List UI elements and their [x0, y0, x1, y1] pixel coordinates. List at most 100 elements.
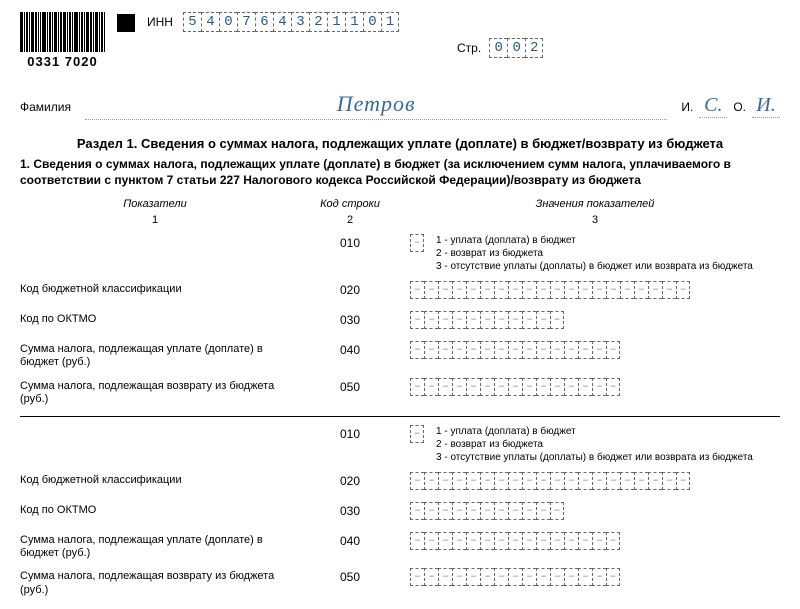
char-box: –	[438, 532, 452, 550]
char-box: –	[508, 502, 522, 520]
char-box: –	[550, 532, 564, 550]
char-box: 7	[237, 12, 255, 32]
char-box: –	[592, 378, 606, 396]
char-box: –	[494, 472, 508, 490]
column-numbers: 1 2 3	[20, 214, 780, 226]
char-box: –	[508, 378, 522, 396]
char-box: –	[536, 378, 550, 396]
o-label: О.	[733, 100, 746, 114]
char-box: –	[438, 472, 452, 490]
row-code: 010	[290, 425, 410, 441]
row-value: ––––––––––––––––––––	[410, 281, 780, 299]
char-box: –	[452, 378, 466, 396]
char-box: 0	[489, 38, 507, 58]
row-code: 040	[290, 532, 410, 548]
char-box: –	[480, 341, 494, 359]
row-code: 040	[290, 341, 410, 357]
char-box: –	[466, 378, 480, 396]
char-box: –	[522, 532, 536, 550]
char-box: –	[606, 532, 620, 550]
char-box: –	[578, 281, 592, 299]
char-box: –	[564, 378, 578, 396]
char-box: –	[466, 532, 480, 550]
column-headers: Показатели Код строки Значения показател…	[20, 198, 780, 210]
char-box: –	[592, 472, 606, 490]
char-box: –	[536, 341, 550, 359]
initial-i: С.	[699, 94, 727, 118]
data-row: 010–1 - уплата (доплата) в бюджет2 - воз…	[20, 234, 780, 273]
char-box: –	[438, 341, 452, 359]
char-box: –	[592, 532, 606, 550]
char-box: –	[452, 502, 466, 520]
char-box: –	[410, 341, 424, 359]
char-box: –	[578, 472, 592, 490]
char-box: –	[424, 311, 438, 329]
char-box: –	[522, 378, 536, 396]
char-box: 0	[219, 12, 237, 32]
page-label: Стр.	[457, 41, 481, 55]
row-value: –1 - уплата (доплата) в бюджет2 - возвра…	[410, 425, 780, 464]
section-title: Раздел 1. Сведения о суммах налога, подл…	[20, 136, 780, 151]
section-subtitle: 1. Сведения о суммах налога, подлежащих …	[20, 157, 780, 188]
header-row: 0331 7020 ИНН 540764321101 Стр. 002	[20, 12, 780, 69]
legend: 1 - уплата (доплата) в бюджет2 - возврат…	[436, 234, 753, 273]
initial-o: И.	[752, 94, 780, 118]
char-box: –	[634, 281, 648, 299]
char-box: –	[480, 311, 494, 329]
char-box: –	[522, 568, 536, 586]
barcode-number: 0331 7020	[27, 54, 97, 69]
char-box: –	[452, 341, 466, 359]
char-box: –	[480, 502, 494, 520]
char-box: –	[466, 502, 480, 520]
char-box: –	[606, 281, 620, 299]
col-num-3: 3	[410, 214, 780, 226]
char-box: 4	[201, 12, 219, 32]
data-row: Код по ОКТМО030–––––––––––	[20, 311, 780, 333]
char-box: –	[564, 532, 578, 550]
char-box: –	[508, 472, 522, 490]
row-code: 020	[290, 281, 410, 297]
char-box: –	[494, 311, 508, 329]
char-box: –	[508, 568, 522, 586]
char-box: –	[424, 281, 438, 299]
char-box: –	[550, 311, 564, 329]
char-box: –	[494, 568, 508, 586]
value-boxes: –––––––––––––––	[410, 568, 620, 586]
char-box: –	[536, 502, 550, 520]
barcode: 0331 7020	[20, 12, 105, 69]
char-box: –	[494, 532, 508, 550]
char-box: 1	[381, 12, 399, 32]
data-row: Сумма налога, подлежащая уплате (доплате…	[20, 341, 780, 369]
char-box: –	[550, 378, 564, 396]
char-box: –	[438, 281, 452, 299]
char-box: –	[410, 568, 424, 586]
char-box: –	[480, 568, 494, 586]
char-box: 6	[255, 12, 273, 32]
char-box: –	[452, 311, 466, 329]
char-box: –	[522, 472, 536, 490]
char-box: –	[522, 341, 536, 359]
col-header-2: Код строки	[290, 198, 410, 210]
data-row: 010–1 - уплата (доплата) в бюджет2 - воз…	[20, 425, 780, 464]
char-box: –	[550, 568, 564, 586]
legend: 1 - уплата (доплата) в бюджет2 - возврат…	[436, 425, 753, 464]
char-box: –	[592, 568, 606, 586]
char-box: –	[480, 472, 494, 490]
char-box: –	[578, 532, 592, 550]
divider	[20, 416, 780, 417]
inn-label: ИНН	[147, 15, 173, 29]
char-box: –	[466, 311, 480, 329]
char-box: 4	[273, 12, 291, 32]
char-box: –	[522, 281, 536, 299]
char-box: –	[480, 378, 494, 396]
char-box: –	[452, 281, 466, 299]
value-boxes: ––––––––––––––––––––	[410, 472, 690, 490]
value-boxes: –	[410, 234, 424, 252]
row-value: –––––––––––––––	[410, 532, 780, 550]
row-value: –––––––––––	[410, 311, 780, 329]
row-label: Сумма налога, подлежащая возврату из бюд…	[20, 378, 290, 406]
char-box: –	[410, 502, 424, 520]
char-box: –	[438, 568, 452, 586]
page-boxes: 002	[489, 38, 543, 58]
barcode-bars	[20, 12, 105, 52]
